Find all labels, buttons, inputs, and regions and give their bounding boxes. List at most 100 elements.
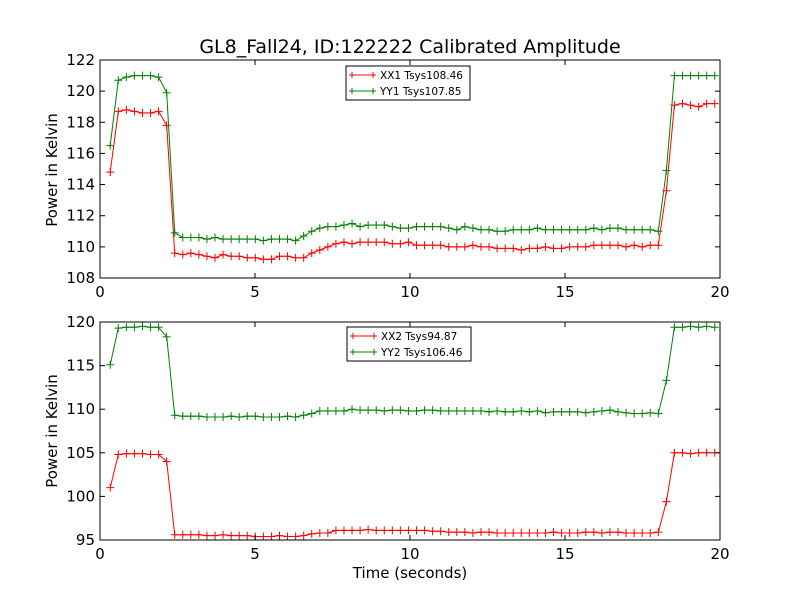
data-point xyxy=(202,531,211,540)
data-point xyxy=(114,450,123,459)
data-point xyxy=(686,71,695,80)
y-tick-label: 112 xyxy=(66,207,95,225)
data-point xyxy=(589,407,598,416)
data-point xyxy=(106,141,115,150)
data-point xyxy=(549,407,558,416)
data-point xyxy=(388,222,397,231)
data-point xyxy=(211,413,220,422)
data-point xyxy=(146,71,155,80)
data-point xyxy=(178,233,187,242)
data-point xyxy=(557,244,566,253)
data-point xyxy=(315,224,324,233)
data-point xyxy=(364,525,373,534)
data-point xyxy=(581,408,590,417)
data-point xyxy=(420,406,429,415)
data-point xyxy=(694,448,703,457)
data-point xyxy=(275,413,284,422)
series-2 xyxy=(106,71,719,245)
data-point xyxy=(162,88,171,97)
data-point xyxy=(372,406,381,415)
data-point xyxy=(235,531,244,540)
y-tick-label: 95 xyxy=(76,531,95,549)
data-point xyxy=(388,406,397,415)
data-point xyxy=(154,107,163,116)
data-point xyxy=(348,405,357,414)
data-point xyxy=(476,406,485,415)
data-point xyxy=(235,235,244,244)
data-point xyxy=(243,235,252,244)
data-point xyxy=(372,526,381,535)
data-point xyxy=(622,225,631,234)
legend-marker xyxy=(370,88,376,94)
x-tick-label: 5 xyxy=(250,283,260,301)
data-point xyxy=(138,449,147,458)
data-point xyxy=(694,323,703,332)
data-point xyxy=(267,413,276,422)
data-point xyxy=(267,532,276,541)
data-point xyxy=(460,222,469,231)
data-point xyxy=(356,526,365,535)
data-point xyxy=(323,529,332,538)
data-point xyxy=(348,219,357,228)
data-point xyxy=(380,406,389,415)
data-point xyxy=(267,235,276,244)
x-tick-label: 15 xyxy=(555,283,574,301)
data-point xyxy=(227,252,236,261)
data-point xyxy=(452,242,461,251)
data-point xyxy=(315,529,324,538)
data-point xyxy=(291,413,300,422)
data-point xyxy=(485,528,494,537)
data-point xyxy=(380,221,389,230)
data-point xyxy=(686,449,695,458)
data-point xyxy=(557,529,566,538)
data-point xyxy=(122,323,131,332)
x-tick-label: 5 xyxy=(250,545,260,563)
data-point xyxy=(638,529,647,538)
data-point xyxy=(291,253,300,262)
data-point xyxy=(356,238,365,247)
data-point xyxy=(130,323,139,332)
data-point xyxy=(452,225,461,234)
data-point xyxy=(614,528,623,537)
data-point xyxy=(356,406,365,415)
data-point xyxy=(235,413,244,422)
data-point xyxy=(702,99,711,108)
data-point xyxy=(452,528,461,537)
data-point xyxy=(396,224,405,233)
data-point xyxy=(710,71,719,80)
legend-label: XX1 Tsys108.46 xyxy=(380,70,463,82)
y-tick-label: 116 xyxy=(66,144,95,162)
data-point xyxy=(146,108,155,117)
data-point xyxy=(170,530,179,539)
data-point xyxy=(670,448,679,457)
legend: XX1 Tsys108.46 YY1 Tsys107.85 xyxy=(345,65,471,101)
x-tick-label: 20 xyxy=(710,283,729,301)
chart-title: GL8_Fall24, ID:122222 Calibrated Amplitu… xyxy=(199,36,620,58)
data-point xyxy=(589,224,598,233)
legend-marker xyxy=(350,349,356,355)
data-point xyxy=(364,221,373,230)
data-point xyxy=(444,224,453,233)
data-point xyxy=(194,530,203,539)
data-point xyxy=(404,406,413,415)
data-point xyxy=(493,406,502,415)
data-point xyxy=(283,252,292,261)
series-line xyxy=(109,103,715,260)
y-tick-label: 120 xyxy=(66,82,95,100)
data-point xyxy=(243,412,252,421)
data-point xyxy=(323,406,332,415)
legend-marker xyxy=(371,349,377,355)
data-point xyxy=(638,225,647,234)
legend-label: YY1 Tsys107.85 xyxy=(379,86,461,98)
data-point xyxy=(283,532,292,541)
data-point xyxy=(525,407,534,416)
y-tick-label: 108 xyxy=(66,269,95,287)
data-point xyxy=(541,225,550,234)
data-point xyxy=(654,409,663,418)
data-point xyxy=(573,407,582,416)
data-point xyxy=(468,406,477,415)
data-point xyxy=(662,376,671,385)
series-line xyxy=(109,75,715,242)
series-1 xyxy=(106,448,719,541)
y-tick-label: 105 xyxy=(66,444,95,462)
